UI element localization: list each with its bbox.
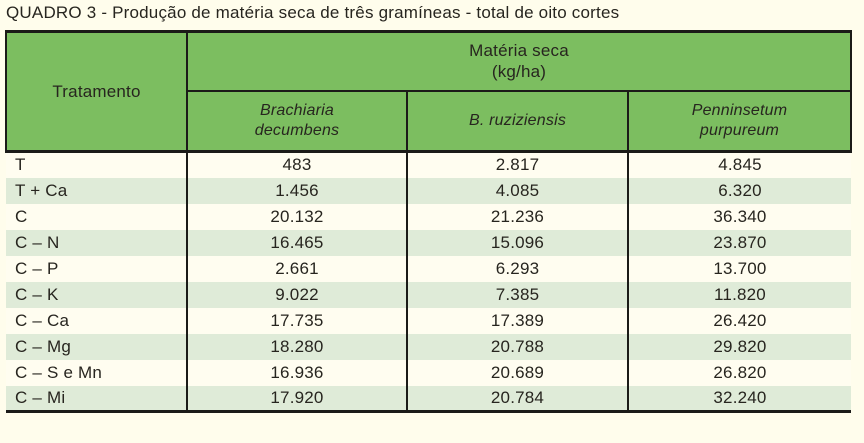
column-group-header-materia-seca: Matéria seca (kg/ha) <box>186 30 852 92</box>
column-header-penninsetum-purpureum: Penninsetum purpureum <box>627 89 852 153</box>
value-cell: 17.735 <box>186 307 407 334</box>
table-row: C 20.132 21.236 36.340 <box>6 203 851 230</box>
header-row-species: Brachiaria decumbens B. ruziziensis Penn… <box>6 89 852 153</box>
treatment-label: C – Mg <box>6 333 187 360</box>
value-cell: 6.320 <box>627 177 851 204</box>
treatment-label: T <box>6 151 187 178</box>
value-cell: 20.784 <box>406 385 628 413</box>
value-cell: 2.817 <box>406 151 628 178</box>
value-cell: 18.280 <box>186 333 407 360</box>
table-row: C – Mi 17.920 20.784 32.240 <box>6 385 851 413</box>
treatment-label: C – Mi <box>6 385 187 413</box>
value-cell: 20.788 <box>406 333 628 360</box>
value-cell: 9.022 <box>186 281 407 308</box>
value-cell: 29.820 <box>627 333 851 360</box>
value-cell: 21.236 <box>406 203 628 230</box>
table-row: C – N 16.465 15.096 23.870 <box>6 229 851 256</box>
value-cell: 4.845 <box>627 151 851 178</box>
value-cell: 36.340 <box>627 203 851 230</box>
table-row: C – Ca 17.735 17.389 26.420 <box>6 307 851 334</box>
value-cell: 13.700 <box>627 255 851 282</box>
table-row: C – K 9.022 7.385 11.820 <box>6 281 851 308</box>
value-cell: 15.096 <box>406 229 628 256</box>
value-cell: 26.820 <box>627 359 851 386</box>
table-row: T + Ca 1.456 4.085 6.320 <box>6 177 851 204</box>
value-cell: 17.920 <box>186 385 407 413</box>
column-header-b-ruziziensis: B. ruziziensis <box>406 89 629 153</box>
data-table: Tratamento Matéria seca (kg/ha) Brachiar… <box>5 30 852 413</box>
table-caption: QUADRO 3 - Produção de matéria seca de t… <box>6 3 620 22</box>
value-cell: 2.661 <box>186 255 407 282</box>
column-header-brachiaria-decumbens: Brachiaria decumbens <box>186 89 408 153</box>
value-cell: 20.132 <box>186 203 407 230</box>
value-cell: 4.085 <box>406 177 628 204</box>
header-row-group: Tratamento Matéria seca (kg/ha) <box>5 30 852 153</box>
table-row: C – P 2.661 6.293 13.700 <box>6 255 851 282</box>
value-cell: 17.389 <box>406 307 628 334</box>
table-body: T 483 2.817 4.845 T + Ca 1.456 4.085 6.320 C 20.1… <box>6 151 851 413</box>
value-cell: 26.420 <box>627 307 851 334</box>
value-cell: 16.465 <box>186 229 407 256</box>
treatment-label: C – P <box>6 255 187 282</box>
value-cell: 20.689 <box>406 359 628 386</box>
column-header-tratamento: Tratamento <box>5 30 188 153</box>
table-header: Tratamento Matéria seca (kg/ha) Brachiar… <box>5 30 852 153</box>
value-cell: 11.820 <box>627 281 851 308</box>
table-row: C – S e Mn 16.936 20.689 26.820 <box>6 359 851 386</box>
treatment-label: C – K <box>6 281 187 308</box>
value-cell: 16.936 <box>186 359 407 386</box>
value-cell: 23.870 <box>627 229 851 256</box>
table-row: C – Mg 18.280 20.788 29.820 <box>6 333 851 360</box>
value-cell: 7.385 <box>406 281 628 308</box>
treatment-label: C – Ca <box>6 307 187 334</box>
treatment-label: T + Ca <box>6 177 187 204</box>
table-row: T 483 2.817 4.845 <box>6 151 851 178</box>
value-cell: 1.456 <box>186 177 407 204</box>
value-cell: 6.293 <box>406 255 628 282</box>
value-cell: 32.240 <box>627 385 851 413</box>
treatment-label: C – N <box>6 229 187 256</box>
value-cell: 483 <box>186 151 407 178</box>
treatment-label: C – S e Mn <box>6 359 187 386</box>
treatment-label: C <box>6 203 187 230</box>
